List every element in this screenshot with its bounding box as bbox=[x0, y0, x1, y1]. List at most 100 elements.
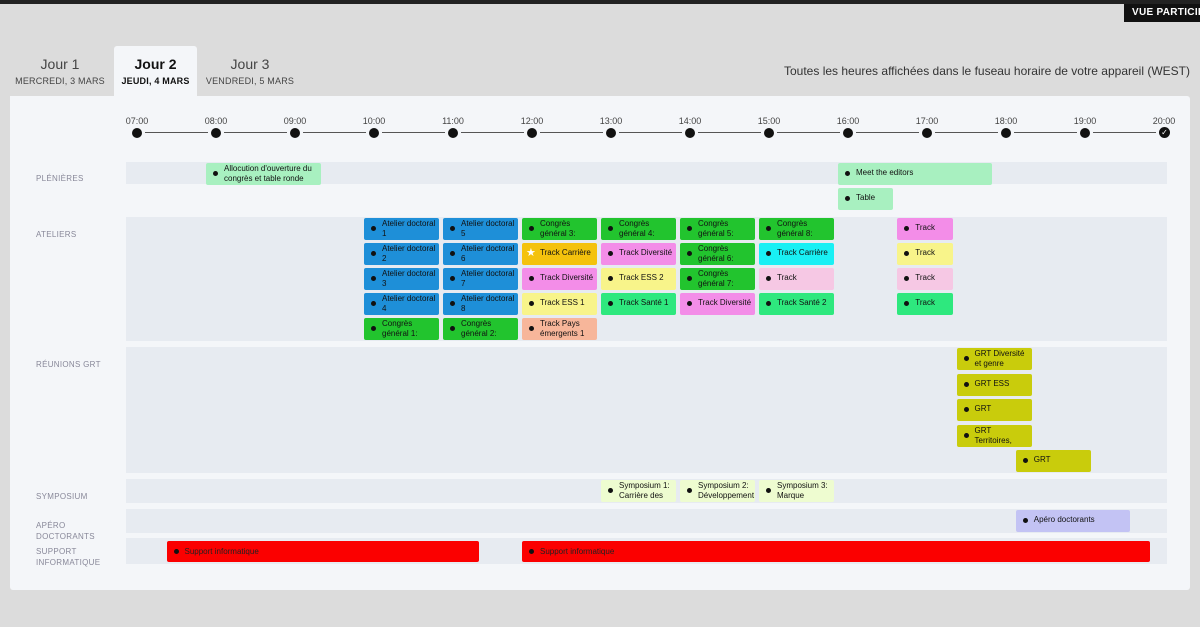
schedule-event[interactable]: Congrès général 4: Pratiques RH bbox=[601, 218, 676, 240]
event-bullet-icon bbox=[687, 226, 692, 231]
timezone-note: Toutes les heures affichées dans le fuse… bbox=[784, 64, 1190, 78]
schedule-event[interactable]: Atelier doctoral 7 bbox=[443, 268, 518, 290]
timeline-dot bbox=[1001, 128, 1011, 138]
schedule-event[interactable]: Atelier doctoral 8 bbox=[443, 293, 518, 315]
schedule-event[interactable]: Track Carrière 2 bbox=[759, 243, 834, 265]
schedule-event[interactable]: Track Diversité 2 bbox=[601, 243, 676, 265]
schedule-event[interactable]: Congrès général 6: bbox=[680, 243, 755, 265]
schedule-event[interactable]: GRT Territoires, réseaux & bbox=[956, 424, 1032, 447]
event-bullet-icon bbox=[904, 226, 910, 231]
event-bullet-icon bbox=[687, 276, 692, 281]
row-label: APÉRO DOCTORANTS bbox=[36, 521, 95, 541]
schedule-event[interactable]: Track ESS 2 bbox=[601, 268, 676, 290]
event-bullet-icon bbox=[845, 171, 850, 176]
timeline-segment bbox=[856, 132, 919, 133]
event-title: Atelier doctoral 3 bbox=[382, 269, 436, 288]
timeline-dot bbox=[132, 128, 142, 138]
event-bullet-icon bbox=[529, 226, 534, 231]
schedule-event[interactable]: Congrès général 5: RSE bbox=[680, 218, 755, 240]
timeline-dot bbox=[1080, 128, 1090, 138]
schedule-event[interactable]: Atelier doctoral 3 bbox=[364, 268, 439, 290]
event-title: Track Recherche bbox=[915, 273, 935, 282]
schedule-event[interactable]: Congrès général 3: QVT bbox=[522, 218, 597, 240]
schedule-event[interactable]: Congrès général 8: bbox=[759, 218, 834, 240]
schedule-event[interactable]: Track Santé 3 bbox=[897, 293, 953, 315]
schedule-event[interactable]: Track Diversité 3 bbox=[680, 293, 755, 315]
schedule-event[interactable]: Meet the editors bbox=[838, 163, 992, 185]
event-title: Congrès général 1: bbox=[382, 319, 418, 338]
event-bullet-icon bbox=[845, 196, 850, 201]
timeline-dot bbox=[922, 128, 932, 138]
row-label: SUPPORT INFORMATIQUE bbox=[36, 547, 101, 567]
event-title: Track Santé 2 bbox=[777, 298, 827, 307]
schedule-event[interactable]: Congrès général 2: Leadership bbox=[443, 318, 518, 340]
schedule-event[interactable]: Track Santé 2 bbox=[759, 293, 834, 315]
event-bullet-icon bbox=[371, 276, 376, 281]
event-bullet-icon bbox=[963, 356, 969, 361]
event-title: GRT Diversité et genre bbox=[974, 349, 1025, 368]
event-title: Track Diversité 3 bbox=[698, 298, 752, 307]
timeline-segment bbox=[540, 132, 603, 133]
schedule-event[interactable]: Symposium 2: Développement bbox=[680, 480, 755, 502]
schedule-event[interactable]: GRT Management bbox=[956, 399, 1032, 421]
schedule-event[interactable]: Atelier doctoral 1 bbox=[364, 218, 439, 240]
tab-day-3[interactable]: Jour 3 VENDREDI, 5 MARS bbox=[200, 46, 300, 96]
schedule-event[interactable]: Symposium 3: Marque bbox=[759, 480, 834, 502]
event-bullet-icon bbox=[687, 301, 692, 306]
time-tick-label: 20:00 bbox=[1152, 116, 1176, 126]
schedule-event[interactable]: Track Diversité bbox=[897, 218, 953, 240]
event-bullet-icon bbox=[1022, 518, 1028, 523]
schedule-event[interactable]: Atelier doctoral 6 bbox=[443, 243, 518, 265]
schedule-event[interactable]: GRT Diversité et genre bbox=[956, 348, 1032, 370]
event-bullet-icon bbox=[529, 301, 534, 306]
schedule-event[interactable]: Allocution d'ouverture du congrès et tab… bbox=[206, 163, 321, 185]
timeline-dot bbox=[685, 128, 695, 138]
event-title: Track Pays émergents 1 bbox=[540, 319, 585, 338]
event-bullet-icon bbox=[963, 432, 969, 438]
schedule-event[interactable]: GRT ESS bbox=[956, 373, 1032, 396]
schedule-event[interactable]: Track Santé 1 bbox=[601, 293, 676, 315]
schedule-event[interactable]: Support informatique bbox=[522, 541, 1150, 562]
event-bullet-icon bbox=[766, 488, 771, 493]
tab-day-3-title: Jour 3 bbox=[230, 56, 270, 72]
schedule-event[interactable]: GRT Ecologisation bbox=[1015, 450, 1091, 472]
time-tick-label: 12:00 bbox=[520, 116, 544, 126]
event-title: Atelier doctoral 7 bbox=[461, 269, 515, 288]
event-title: Atelier doctoral 1 bbox=[382, 219, 436, 238]
schedule-event[interactable]: Track Recherches bbox=[759, 268, 834, 290]
event-title: Track Santé 1 bbox=[619, 298, 669, 307]
event-title: Track Diversité 2 bbox=[619, 248, 673, 257]
event-bullet-icon bbox=[608, 301, 613, 306]
event-title: GRT Ecologisation bbox=[1033, 455, 1051, 464]
event-title: Track Carrière 1 bbox=[540, 248, 591, 257]
schedule-event[interactable]: Symposium 1: Carrière des bbox=[601, 480, 676, 502]
schedule-event[interactable]: Track ESS 1 bbox=[522, 293, 597, 315]
schedule-event[interactable]: Congrès général 7: bbox=[680, 268, 755, 290]
schedule-event[interactable]: Support informatique bbox=[166, 541, 479, 562]
event-bullet-icon bbox=[450, 301, 455, 306]
timeline-segment bbox=[1014, 132, 1077, 133]
timeline-segment bbox=[1093, 132, 1156, 133]
schedule-event[interactable]: Atelier doctoral 2 bbox=[364, 243, 439, 265]
top-bar bbox=[0, 0, 1200, 4]
schedule-event[interactable]: Track ESS 3 bbox=[897, 243, 953, 265]
schedule-event[interactable]: Atelier doctoral 5 bbox=[443, 218, 518, 240]
event-bullet-icon bbox=[371, 251, 376, 256]
event-title: Atelier doctoral 5 bbox=[461, 219, 515, 238]
event-bullet-icon bbox=[608, 251, 613, 256]
event-bullet-icon bbox=[963, 381, 969, 387]
schedule-event[interactable]: Table ronde: bbox=[838, 188, 894, 210]
schedule-event[interactable]: Track Diversité 1 bbox=[522, 268, 597, 290]
schedule-event[interactable]: Apéro doctorants bbox=[1015, 510, 1131, 532]
event-title: Track ESS 1 bbox=[540, 298, 585, 307]
tab-day-2[interactable]: Jour 2 JEUDI, 4 MARS bbox=[114, 46, 197, 96]
schedule-event[interactable]: Track Pays émergents 1 bbox=[522, 318, 597, 340]
schedule-event[interactable]: Track Recherche bbox=[897, 268, 953, 290]
schedule-event[interactable]: Atelier doctoral 4 bbox=[364, 293, 439, 315]
schedule-event[interactable]: Congrès général 1: bbox=[364, 318, 439, 340]
time-tick-label: 18:00 bbox=[994, 116, 1018, 126]
tab-day-1[interactable]: Jour 1 MERCREDI, 3 MARS bbox=[10, 46, 110, 96]
participant-view-button[interactable]: VUE PARTICIPANT bbox=[1124, 4, 1200, 22]
event-bullet-icon bbox=[371, 301, 376, 306]
schedule-event[interactable]: ★ Track Carrière 1 bbox=[522, 243, 597, 265]
